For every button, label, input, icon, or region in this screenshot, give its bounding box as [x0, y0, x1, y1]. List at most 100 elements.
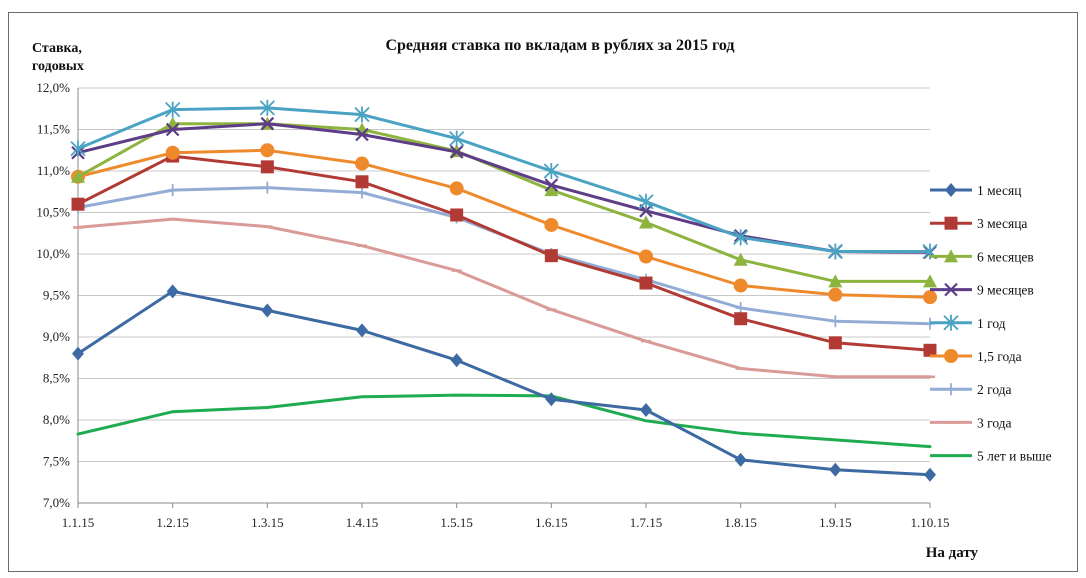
series-line [76, 122, 932, 283]
y-tick-label: 8,5% [43, 371, 70, 386]
data-point [544, 217, 559, 232]
series-line [76, 154, 932, 352]
legend: 1 месяц 3 месяца 6 месяцев 9 месяцев 1 год 1,… [930, 183, 1052, 464]
data-point [544, 249, 558, 263]
legend-marker [944, 216, 958, 230]
data-point [260, 160, 274, 174]
gridlines [78, 87, 930, 462]
legend-label: 5 лет и выше [977, 449, 1052, 464]
data-point [638, 193, 654, 210]
data-point [260, 116, 275, 131]
series-3 [71, 116, 937, 288]
data-point [923, 290, 937, 305]
legend-item: 9 месяцев [930, 283, 1034, 298]
legend-label: 2 года [977, 382, 1012, 397]
y-tick-label: 10,5% [36, 205, 70, 220]
data-point [828, 336, 842, 350]
data-point [71, 169, 85, 183]
chart-title: Средняя ставка по вкладам в рублях за 20… [385, 37, 734, 54]
y-tick-label: 7,5% [43, 454, 70, 469]
x-tick-label: 1.2.15 [156, 515, 189, 530]
series-line [76, 289, 932, 477]
data-point [734, 452, 747, 467]
data-point [828, 287, 843, 302]
chart-frame [8, 12, 1078, 572]
data-point [262, 181, 273, 194]
data-point [639, 215, 653, 229]
legend-marker [944, 349, 958, 363]
series-6 [71, 143, 937, 305]
legend-item: 1 год [930, 314, 1006, 331]
legend-marker [946, 383, 956, 396]
series-line [76, 148, 932, 299]
data-point [357, 186, 367, 199]
data-point [449, 145, 464, 159]
x-tick-label: 1.5.15 [440, 515, 473, 530]
data-point [544, 183, 559, 197]
data-point [71, 197, 85, 211]
legend-marker [943, 314, 959, 331]
data-point [735, 301, 746, 314]
legend-marker [945, 183, 957, 197]
legend-label: 1 месяц [977, 183, 1021, 198]
data-point [733, 252, 748, 266]
data-point [165, 122, 180, 137]
data-point [733, 229, 749, 246]
x-tick-label: 1.4.15 [346, 515, 379, 530]
legend-item: 1,5 года [930, 349, 1022, 364]
x-tick-label: 1.8.15 [724, 515, 757, 530]
x-tick-label: 1.3.15 [251, 515, 284, 530]
y-tick-label: 11,0% [37, 163, 70, 178]
data-point [924, 467, 936, 482]
data-point [355, 127, 369, 142]
legend-label: 9 месяцев [977, 283, 1034, 298]
data-point [828, 274, 843, 288]
data-point [544, 178, 559, 192]
data-point [640, 403, 652, 418]
legend-label: 1 год [977, 316, 1006, 331]
data-point [639, 276, 653, 290]
series-2 [71, 149, 937, 357]
legend-label: 3 месяца [977, 216, 1027, 231]
x-tick-label: 1.9.15 [819, 515, 852, 530]
data-point [733, 278, 748, 293]
data-point [261, 303, 274, 318]
y-tick-label: 12,0% [36, 80, 70, 95]
y-axis-label-line2: годовых [32, 59, 84, 74]
data-point [260, 143, 275, 158]
y-tick-label: 7,0% [43, 495, 70, 510]
data-point [543, 163, 559, 179]
legend-item: 6 месяцев [930, 249, 1034, 264]
data-point [354, 106, 370, 123]
y-tick-label: 10,0% [36, 246, 70, 261]
x-tick-label: 1.1.15 [62, 515, 95, 530]
data-point [165, 145, 180, 160]
data-point [259, 99, 275, 116]
data-point [72, 346, 84, 361]
data-point [165, 101, 181, 118]
series-line [76, 393, 932, 449]
y-tick-label: 9,5% [43, 288, 70, 303]
data-point [923, 274, 937, 288]
series-9 [76, 393, 932, 449]
legend-label: 3 года [977, 415, 1012, 430]
legend-marker [944, 249, 958, 263]
y-tick-label: 8,0% [43, 412, 70, 427]
data-point [450, 208, 464, 222]
y-tick-labels: 7,0% 7,5% 8,0% 8,5% 9,0% 9,5% 10,0% 10,5% 11,0% 1… [36, 80, 70, 510]
data-point [355, 156, 369, 171]
data-point [734, 312, 748, 326]
legend-label: 1,5 года [977, 349, 1022, 364]
data-point [639, 249, 653, 264]
series-line [76, 106, 932, 253]
data-point [449, 181, 464, 196]
x-tick-label: 1.6.15 [535, 515, 568, 530]
data-point [827, 243, 843, 260]
legend-marker [944, 282, 958, 297]
series-1 [72, 284, 936, 482]
data-point [167, 184, 178, 197]
data-point [830, 315, 841, 328]
legend-item: 3 месяца [930, 216, 1027, 231]
x-axis-label: На дату [926, 545, 979, 561]
